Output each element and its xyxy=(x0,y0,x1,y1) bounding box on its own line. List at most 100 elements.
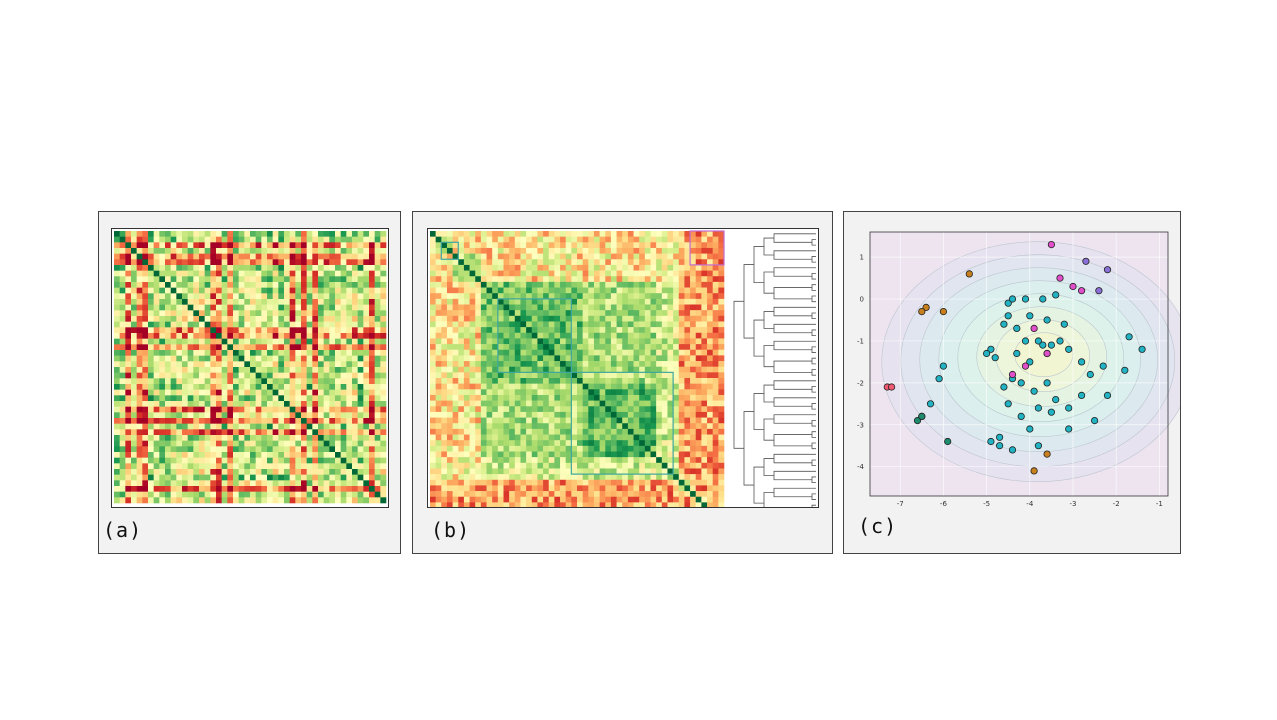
heatmap-a-cell xyxy=(176,236,183,243)
heatmap-a-cell xyxy=(284,384,290,390)
heatmap-b-cell xyxy=(639,428,646,435)
heatmap-a-cell xyxy=(335,474,341,481)
heatmap-b-cell xyxy=(526,332,533,339)
heatmap-a-cell xyxy=(289,406,296,413)
heatmap-b-cell xyxy=(458,304,465,311)
heatmap-b-cell xyxy=(520,394,527,401)
heatmap-b-cell xyxy=(469,287,476,294)
heatmap-b-cell xyxy=(526,468,533,475)
heatmap-b-cell xyxy=(718,491,725,498)
heatmap-b-cell xyxy=(656,440,663,447)
heatmap-b-cell xyxy=(475,310,482,317)
heatmap-b-cell xyxy=(543,344,550,351)
heatmap-b-cell xyxy=(616,321,623,328)
heatmap-a-cell xyxy=(363,423,370,430)
heatmap-a-cell xyxy=(233,480,239,487)
heatmap-a-cell xyxy=(165,253,171,260)
heatmap-b-cell xyxy=(639,344,646,351)
heatmap-b-cell xyxy=(548,293,555,300)
heatmap-b-cell xyxy=(610,474,617,481)
heatmap-b-cell xyxy=(667,253,674,260)
heatmap-b-cell xyxy=(667,276,674,283)
heatmap-a-cell xyxy=(329,338,336,345)
heatmap-b-cell xyxy=(701,270,708,277)
heatmap-a-cell xyxy=(352,304,358,311)
heatmap-a-cell xyxy=(352,361,358,368)
heatmap-b-cell xyxy=(537,270,544,277)
heatmap-b-cell xyxy=(707,502,713,507)
heatmap-a-cell xyxy=(278,497,285,504)
heatmap-b-cell xyxy=(520,491,527,498)
heatmap-a-cell xyxy=(340,440,347,447)
heatmap-b-cell xyxy=(486,485,493,492)
heatmap-b-cell xyxy=(497,349,504,356)
heatmap-b-cell xyxy=(616,423,623,430)
heatmap-a-cell xyxy=(289,469,296,475)
heatmap-b-cell xyxy=(554,293,561,300)
heatmap-b-cell xyxy=(514,394,521,401)
heatmap-a-cell xyxy=(159,338,166,345)
heatmap-a-cell xyxy=(119,497,126,504)
heatmap-a-cell xyxy=(148,401,154,407)
heatmap-b-cell xyxy=(605,366,612,373)
heatmap-a-cell xyxy=(267,384,273,390)
heatmap-b-cell xyxy=(571,310,578,317)
heatmap-a-cell xyxy=(227,474,234,481)
heatmap-b-cell xyxy=(627,394,634,401)
heatmap-b-cell xyxy=(469,361,476,367)
heatmap-a-cell xyxy=(153,367,160,373)
heatmap-b-cell xyxy=(577,344,583,351)
heatmap-a-cell xyxy=(261,469,268,475)
heatmap-a-cell xyxy=(114,350,120,356)
heatmap-b-cell xyxy=(599,361,606,367)
heatmap-b-cell xyxy=(633,434,640,441)
heatmap-b-cell xyxy=(701,276,708,283)
heatmap-a-cell xyxy=(204,389,211,396)
heatmap-a-cell xyxy=(119,293,126,300)
heatmap-a-cell xyxy=(204,491,211,498)
heatmap-b-cell xyxy=(678,253,685,260)
heatmap-b-cell xyxy=(486,310,493,317)
heatmap-b-cell xyxy=(458,474,465,481)
heatmap-b-cell xyxy=(701,479,708,486)
heatmap-b-cell xyxy=(599,276,606,283)
heatmap-b-cell xyxy=(622,372,629,379)
heatmap-b-cell xyxy=(560,287,566,294)
heatmap-a-cell xyxy=(244,463,251,470)
heatmap-a-cell xyxy=(182,338,188,345)
heatmap-b-cell xyxy=(503,378,510,384)
heatmap-a-cell xyxy=(374,327,381,334)
heatmap-b-cell xyxy=(571,236,578,243)
heatmap-a-cell xyxy=(250,242,256,249)
heatmap-a-cell xyxy=(187,440,194,447)
heatmap-b-cell xyxy=(695,440,702,447)
heatmap-b-cell xyxy=(712,327,719,334)
heatmap-b-cell xyxy=(463,264,470,271)
heatmap-a-cell xyxy=(380,474,387,481)
heatmap-b-cell xyxy=(560,247,566,254)
heatmap-b-cell xyxy=(492,344,499,351)
heatmap-a-cell xyxy=(357,389,364,396)
heatmap-b-cell xyxy=(435,366,442,373)
heatmap-b-cell xyxy=(571,394,578,401)
heatmap-a-cell xyxy=(295,491,302,498)
heatmap-a-cell xyxy=(170,287,177,294)
heatmap-a-cell xyxy=(306,423,313,430)
heatmap-b-cell xyxy=(718,298,725,305)
heatmap-b-cell xyxy=(678,366,685,373)
heatmap-b-cell xyxy=(667,468,674,475)
heatmap-a-cell xyxy=(267,299,273,305)
heatmap-a-cell xyxy=(170,338,177,345)
heatmap-b-cell xyxy=(514,366,521,373)
heatmap-a-cell xyxy=(165,412,171,419)
heatmap-b-cell xyxy=(656,281,663,288)
heatmap-a-cell xyxy=(352,440,358,447)
heatmap-b-cell xyxy=(633,287,640,294)
heatmap-b-cell xyxy=(435,417,442,424)
heatmap-b-cell xyxy=(492,304,499,311)
heatmap-b-cell xyxy=(520,253,527,260)
heatmap-a-cell xyxy=(238,384,245,390)
heatmap-a-cell xyxy=(278,406,285,413)
heatmap-a-cell xyxy=(204,429,211,436)
heatmap-a-cell xyxy=(221,287,228,294)
